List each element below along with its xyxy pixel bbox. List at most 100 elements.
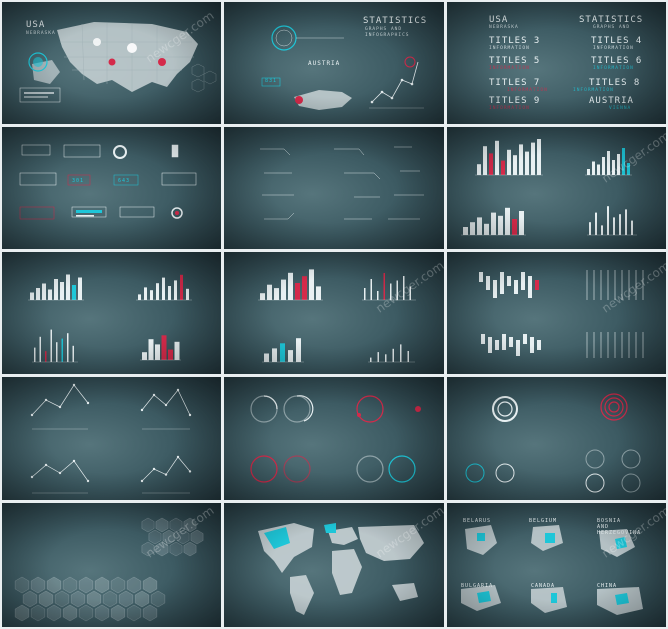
bar — [50, 329, 52, 362]
bar — [264, 353, 269, 362]
point — [86, 479, 90, 483]
tile-titles[interactable]: USA NEBRASKA STATISTICS GRAPHS AND TITLE… — [447, 2, 666, 124]
austria-value: 831 — [265, 78, 278, 84]
bar — [45, 351, 47, 362]
country-maps-graphic — [461, 525, 643, 615]
tile-circle-gauges-2[interactable] — [447, 377, 666, 500]
point — [86, 401, 90, 405]
bar — [267, 284, 272, 300]
range-bar — [521, 272, 525, 290]
bar — [597, 164, 600, 175]
hexagon — [94, 604, 110, 622]
country-label-bosnia: BOSNIA AND HERZEGOVINA — [597, 518, 642, 536]
austria-label: AUSTRIA — [308, 60, 341, 67]
point — [164, 473, 168, 476]
bar — [56, 342, 58, 362]
bar — [498, 215, 503, 235]
title-2-sub: GRAPHS AND — [593, 25, 631, 30]
range-bar — [535, 280, 539, 290]
tile-usa-map[interactable]: USA NEBRASKA — [2, 2, 221, 124]
bar — [385, 354, 387, 362]
bar — [390, 283, 392, 300]
bar — [370, 279, 372, 300]
bar — [607, 206, 609, 235]
range-bar — [516, 340, 520, 356]
bar — [72, 345, 74, 362]
hexagon — [126, 604, 142, 622]
range-bar — [523, 334, 527, 344]
hexagon — [190, 529, 204, 545]
hexagon — [142, 576, 158, 594]
bar — [407, 351, 409, 362]
point — [44, 398, 48, 402]
title-6: TITLES 6 — [591, 56, 643, 66]
bar — [36, 288, 40, 300]
bar — [370, 357, 372, 362]
hexagon — [155, 517, 169, 533]
bar — [162, 277, 165, 300]
bar — [66, 274, 70, 300]
range-bars-graphic — [479, 270, 644, 358]
range-bar — [530, 337, 534, 353]
bar — [61, 338, 63, 362]
hexagon — [38, 590, 54, 608]
hexagon — [176, 529, 190, 545]
range-bar — [514, 280, 518, 294]
point — [140, 408, 144, 412]
bar — [309, 269, 314, 300]
bar-charts-2-graphic — [28, 274, 192, 363]
hexagon — [110, 576, 126, 594]
callout-boxes-graphic — [19, 144, 197, 220]
series-line — [141, 456, 191, 482]
bar — [60, 282, 64, 300]
hexagon — [169, 517, 183, 533]
hexagon — [142, 604, 158, 622]
tile-austria-stats[interactable]: STATISTICS GRAPHS AND INFOGRAPHICS AUSTR… — [224, 2, 444, 124]
bar — [627, 163, 630, 175]
bar — [383, 273, 385, 300]
bar-charts-1-graphic — [461, 139, 637, 236]
bar — [617, 154, 620, 175]
country-label-belarus: BELARUS — [463, 518, 492, 524]
bar — [295, 283, 300, 300]
tile-line-callouts[interactable] — [224, 127, 444, 249]
bar — [491, 212, 496, 235]
world-map-graphic — [258, 523, 424, 615]
bar — [601, 225, 603, 235]
hexagon — [183, 541, 197, 557]
circle-gauges-2-graphic — [465, 393, 641, 493]
value-301: 301 — [72, 178, 85, 184]
title-9: TITLES 9 — [489, 96, 541, 106]
tile-bar-charts-3[interactable] — [224, 252, 444, 374]
bar — [607, 151, 610, 175]
point — [44, 463, 48, 467]
point — [140, 479, 144, 483]
title-10-sub: VIENNA — [609, 106, 632, 111]
bar — [174, 280, 177, 300]
range-bar — [495, 340, 499, 350]
hexagon — [94, 576, 110, 594]
tile-line-charts[interactable] — [2, 377, 221, 500]
hexagon — [86, 590, 102, 608]
bar — [625, 209, 627, 235]
point — [152, 393, 156, 397]
bar — [631, 220, 633, 235]
tile-bar-charts-2[interactable] — [2, 252, 221, 374]
bar — [392, 348, 394, 362]
bar — [54, 279, 58, 300]
tile-circle-gauges-1[interactable] — [224, 377, 444, 500]
tile-bar-charts-1[interactable] — [447, 127, 666, 249]
hexagon — [62, 576, 78, 594]
bar — [148, 339, 154, 360]
series-line — [31, 384, 89, 416]
tile-country-maps[interactable]: BELARUS BELGIUM BOSNIA AND HERZEGOVINA B… — [447, 503, 666, 627]
bar — [150, 290, 153, 300]
hexagon — [70, 590, 86, 608]
tile-callout-boxes[interactable]: 301 643 — [2, 127, 221, 249]
country-label-canada: CANADA — [531, 583, 556, 589]
bar — [288, 350, 293, 362]
range-bar — [500, 272, 504, 294]
tile-range-bars[interactable] — [447, 252, 666, 374]
bar — [501, 160, 505, 175]
bar — [302, 276, 307, 300]
